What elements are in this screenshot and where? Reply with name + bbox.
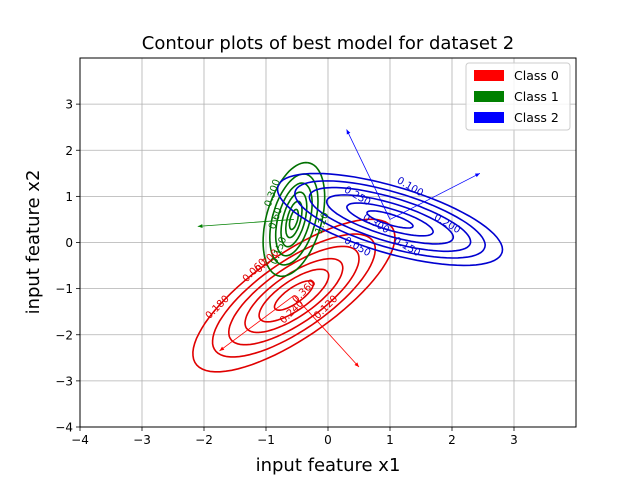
class-1-contour-line [268,173,319,266]
class-2-contour-line [346,202,434,237]
y-tick-label: −1 [55,282,73,296]
class-2-contour-line [325,194,455,245]
x-tick-label: 3 [510,433,518,447]
x-tick-label: 1 [386,433,394,447]
class-2-contour-line [293,180,487,259]
class-2-direction-arrow [389,172,481,220]
legend-label-class-0: Class 0 [514,68,559,83]
legend: Class 0 Class 1 Class 2 [465,62,571,131]
class-2-arrow-head [346,129,351,135]
class-2-contour-line [276,172,504,267]
x-tick-label: −4 [71,433,89,447]
y-tick-label: 2 [65,144,73,158]
y-tick-label: 1 [65,190,73,204]
class-1-direction-arrow [197,219,294,227]
class-0-arrow-head [354,362,359,368]
x-axis-label: input feature x1 [256,455,401,476]
x-tick-label: 0 [324,433,332,447]
x-tick-label: −2 [195,433,213,447]
class-0-direction-arrow [219,295,295,352]
class-0-arrow-head [219,346,225,351]
class-1-arrow-head [197,224,203,228]
y-axis-label: input feature x2 [23,170,44,315]
legend-label-class-2: Class 2 [514,110,559,125]
class-1-contour-line [280,191,308,248]
class-0-direction-arrow [293,295,360,368]
class-0-contour-line [211,233,377,358]
contours [192,161,504,373]
y-tick-label: −3 [55,374,73,388]
direction-arrows [197,129,481,368]
class-2-arrow-head [474,173,480,178]
class-2-direction-arrow [346,129,391,220]
y-tick-label: −2 [55,328,73,342]
x-tick-label: −1 [257,433,275,447]
class-0-contour-line [227,245,360,346]
chart-title: Contour plots of best model for dataset … [142,33,514,54]
legend-swatch-class-1 [474,91,504,102]
class-2-contour-line [366,210,414,229]
legend-swatch-class-0 [474,70,504,81]
x-tick-label: −3 [133,433,151,447]
legend-swatch-class-2 [474,112,504,123]
x-tick-label: 2 [448,433,456,447]
axis-ticks: −4 −3 −2 −1 0 1 2 3 −4 −3 −2 −1 0 1 2 3 [55,98,518,447]
y-tick-label: −4 [55,421,73,435]
class-0-contour-line [244,257,344,334]
y-tick-label: 3 [65,98,73,112]
y-tick-label: 0 [65,236,73,250]
legend-label-class-1: Class 1 [514,89,559,104]
class-2-contour-line [308,186,472,253]
